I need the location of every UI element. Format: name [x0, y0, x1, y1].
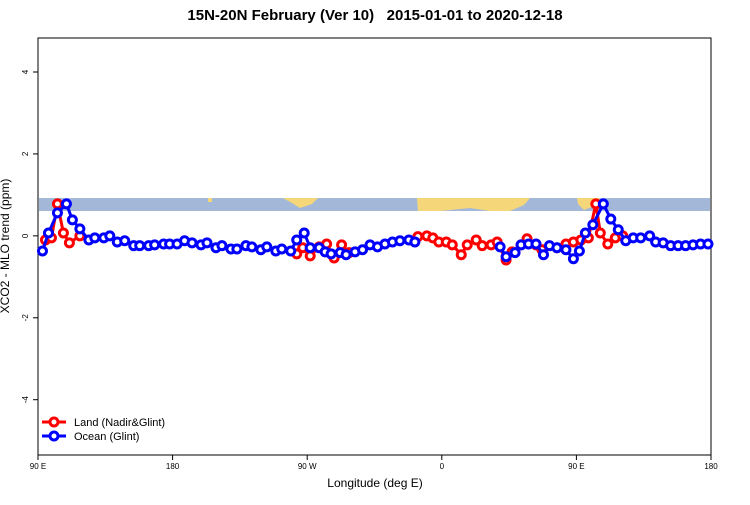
point — [216, 240, 228, 252]
y-tick-label: 2 — [21, 151, 30, 156]
point — [201, 237, 213, 249]
point — [537, 249, 549, 261]
point — [644, 230, 656, 242]
point — [602, 238, 614, 250]
point — [455, 249, 467, 261]
point — [119, 235, 131, 247]
x-axis-label: Longitude (deg E) — [327, 476, 422, 490]
point — [409, 236, 421, 248]
point — [325, 248, 337, 260]
point — [63, 237, 75, 249]
point — [446, 239, 458, 251]
point — [276, 243, 288, 255]
y-tick-label: -2 — [21, 314, 30, 322]
point — [702, 238, 714, 250]
x-tick-label: 90 E — [568, 462, 584, 471]
x-tick-label: 180 — [166, 462, 180, 471]
point — [597, 198, 609, 210]
point — [246, 241, 258, 253]
x-tick-label: 90 E — [30, 462, 46, 471]
point — [573, 245, 585, 257]
point — [605, 213, 617, 225]
point — [134, 240, 146, 252]
legend-marker — [48, 416, 60, 428]
point — [551, 242, 563, 254]
point — [89, 232, 101, 244]
point — [66, 214, 78, 226]
point — [494, 241, 506, 253]
y-tick-label: -4 — [21, 396, 30, 404]
point — [394, 235, 406, 247]
y-axis-label: XCO2 - MLO trend (ppm) — [0, 179, 12, 314]
x-tick-label: 180 — [704, 462, 718, 471]
point — [298, 227, 310, 239]
point — [36, 245, 48, 257]
point — [42, 227, 54, 239]
point — [340, 249, 352, 261]
point — [560, 244, 572, 256]
point — [74, 223, 86, 235]
point — [60, 198, 72, 210]
point — [51, 207, 63, 219]
point — [509, 247, 521, 259]
point — [291, 234, 303, 246]
point — [285, 245, 297, 257]
x-tick-label: 90 W — [298, 462, 317, 471]
legend-label: Ocean (Glint) — [74, 431, 139, 443]
point — [612, 224, 624, 236]
point — [186, 237, 198, 249]
point — [104, 230, 116, 242]
point — [500, 251, 512, 263]
x-tick-label: 0 — [440, 462, 445, 471]
point — [587, 219, 599, 231]
legend-label: Land (Nadir&Glint) — [74, 417, 165, 429]
y-tick-label: 0 — [21, 233, 30, 238]
point — [51, 198, 63, 210]
point — [57, 227, 69, 239]
map-strip — [39, 198, 710, 211]
point — [579, 227, 591, 239]
point — [357, 244, 369, 256]
point — [530, 238, 542, 250]
point — [231, 243, 243, 255]
legend-marker — [48, 430, 60, 442]
point — [476, 240, 488, 252]
chart-title: 15N-20N February (Ver 10) 2015-01-01 to … — [187, 7, 562, 24]
point — [594, 227, 606, 239]
point — [304, 242, 316, 254]
point — [461, 239, 473, 251]
point — [635, 232, 647, 244]
y-tick-label: 4 — [21, 69, 30, 74]
point — [149, 239, 161, 251]
point — [567, 253, 579, 265]
point — [261, 241, 273, 253]
